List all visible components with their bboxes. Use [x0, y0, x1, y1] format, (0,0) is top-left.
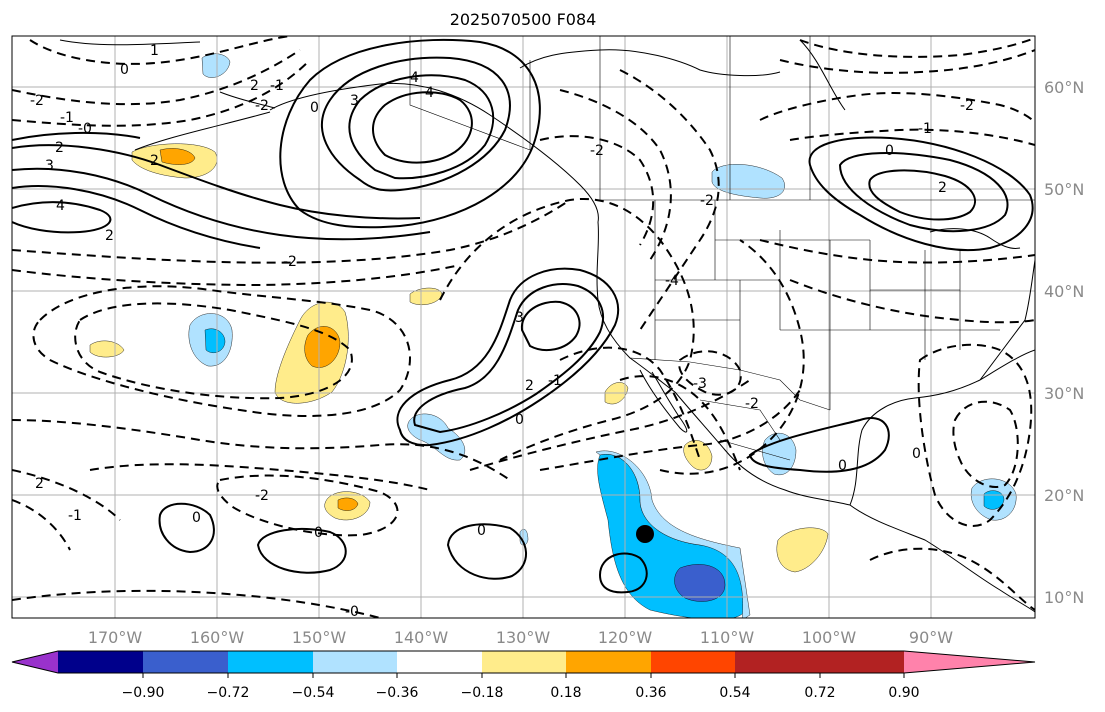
contour-label: 2 — [250, 78, 259, 94]
contour-label: -4 — [665, 273, 679, 289]
lat-tick-label: 40°N — [1044, 282, 1084, 301]
colorbar-bin — [228, 651, 313, 673]
contour-label: -2 — [590, 143, 604, 159]
lon-tick-label: 140°W — [394, 628, 449, 647]
contour-label: 4 — [425, 85, 434, 101]
contour-label: 0 — [912, 446, 921, 462]
contour-label: -0 — [78, 121, 92, 137]
contour-label: -2 — [745, 396, 759, 412]
shading-blue-central — [675, 564, 725, 601]
lon-tick-label: 150°W — [292, 628, 347, 647]
colorbar-tick-label: −0.18 — [461, 685, 504, 701]
colorbar-tick-label: 0.18 — [550, 685, 581, 701]
lat-tick-label: 30°N — [1044, 384, 1084, 403]
contour-label: 2 — [35, 476, 44, 492]
colorbar-tick-label: −0.90 — [122, 685, 165, 701]
colorbar: −0.90 −0.72 −0.54 −0.36 −0.18 0.18 0.36 … — [12, 651, 1035, 701]
contour-label: -1 — [918, 121, 932, 137]
contour-label: 0 — [192, 510, 201, 526]
colorbar-bin — [313, 651, 397, 673]
colorbar-bin — [566, 651, 651, 673]
colorbar-extend-high — [904, 651, 1035, 673]
lon-tick-label: 120°W — [598, 628, 653, 647]
contour-label: 2 — [105, 228, 114, 244]
lat-tick-label: 50°N — [1044, 180, 1084, 199]
contour-label: -2 — [283, 254, 297, 270]
colorbar-tick-label: 0.54 — [719, 685, 750, 701]
lon-tick-label: 170°W — [88, 628, 143, 647]
contour-label: -2 — [255, 488, 269, 504]
contour-label: 0 — [885, 143, 894, 159]
contour-label: 0 — [477, 523, 486, 539]
colorbar-bin — [143, 651, 228, 673]
lat-tick-label: 60°N — [1044, 78, 1084, 97]
colorbar-bin — [735, 651, 820, 673]
contour-label: -2 — [960, 98, 974, 114]
lon-tick-label: 130°W — [496, 628, 551, 647]
contour-label: 3 — [515, 310, 524, 326]
colorbar-tick-label: 0.90 — [888, 685, 919, 701]
colorbar-tick-label: 0.72 — [804, 685, 835, 701]
colorbar-tick-label: −0.54 — [292, 685, 335, 701]
contour-label: -1 — [270, 78, 284, 94]
colorbar-tick-label: −0.72 — [207, 685, 250, 701]
colorbar-tick-label: −0.36 — [376, 685, 419, 701]
contour-label: -1 — [68, 508, 82, 524]
colorbar-bin — [397, 651, 482, 673]
contour-label: -2 — [30, 93, 44, 109]
lon-axis: 170°W 160°W 150°W 140°W 130°W 120°W 110°… — [88, 628, 953, 647]
contour-label: 0 — [838, 458, 847, 474]
contour-label: 3 — [350, 93, 359, 109]
contour-label: 2 — [150, 153, 159, 169]
lon-tick-label: 160°W — [190, 628, 245, 647]
contour-label: -1 — [60, 110, 74, 126]
lon-tick-label: 90°W — [909, 628, 953, 647]
contour-label: 0 — [314, 525, 323, 541]
contour-label: 2 — [938, 180, 947, 196]
storm-center-marker[interactable] — [636, 525, 654, 543]
colorbar-extend-low — [12, 651, 58, 673]
contour-label: -1 — [548, 373, 562, 389]
colorbar-bin — [651, 651, 735, 673]
contour-label: -2 — [255, 98, 269, 114]
lat-tick-label: 20°N — [1044, 486, 1084, 505]
contour-label: 2 — [55, 140, 64, 156]
contour-label: 0 — [120, 62, 129, 78]
contour-label: 2 — [525, 378, 534, 394]
lon-tick-label: 100°W — [802, 628, 857, 647]
colorbar-ticks — [143, 673, 904, 678]
contour-label: 4 — [56, 198, 65, 214]
colorbar-bin — [58, 651, 143, 673]
contour-label: 4 — [410, 70, 419, 86]
contour-label: 0 — [515, 412, 524, 428]
colorbar-tick-label: 0.36 — [635, 685, 666, 701]
contour-label: 0 — [310, 100, 319, 116]
contour-label: 1 — [150, 43, 159, 59]
lat-axis: 10°N 20°N 30°N 40°N 50°N 60°N — [1044, 78, 1084, 607]
lat-tick-label: 10°N — [1044, 588, 1084, 607]
colorbar-bin — [482, 651, 566, 673]
contour-label: -3 — [693, 376, 707, 392]
lon-tick-label: 110°W — [700, 628, 755, 647]
contour-label: 3 — [45, 158, 54, 174]
colorbar-bin-high-block — [820, 651, 904, 673]
contour-label: -2 — [700, 193, 714, 209]
